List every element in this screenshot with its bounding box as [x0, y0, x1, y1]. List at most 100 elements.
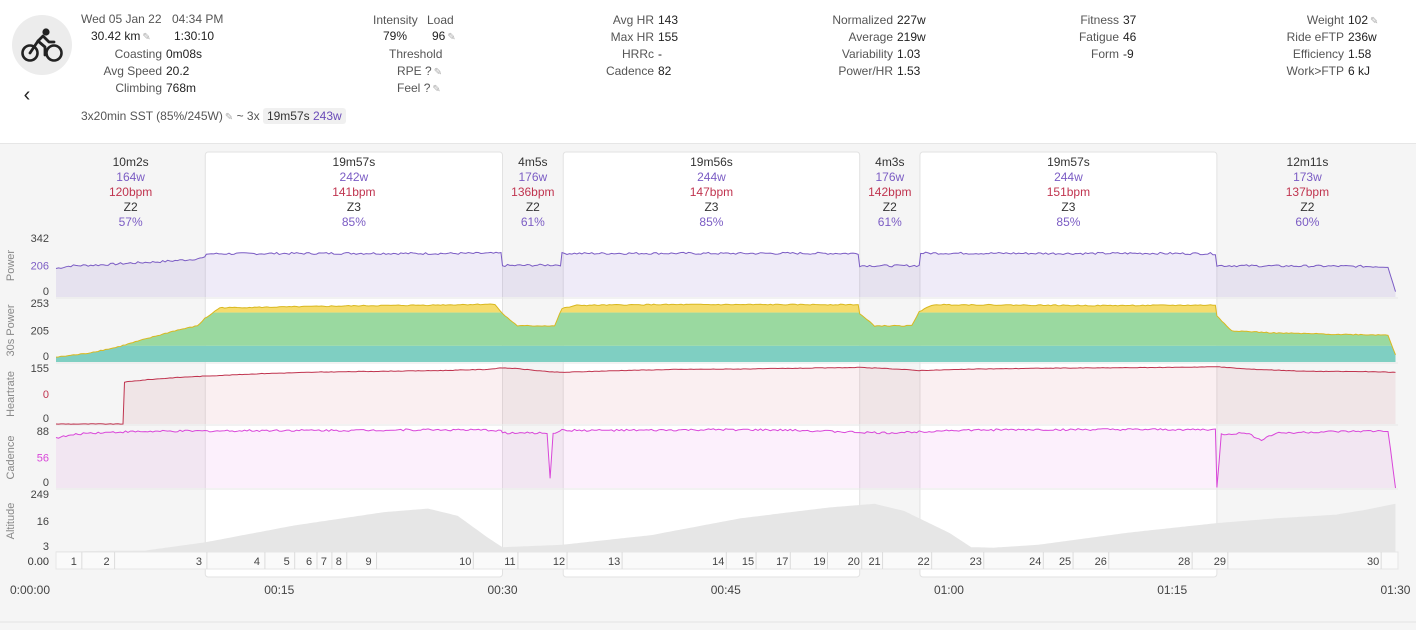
stat-label: Avg Speed — [103, 64, 163, 78]
stat-weight[interactable]: Weight 102 ✎ — [1270, 13, 1379, 27]
lap-row[interactable] — [55, 551, 1399, 570]
stat-value: 1.53 — [897, 64, 921, 78]
lap-label-14[interactable]: 14 — [712, 556, 724, 568]
lap-label-24[interactable]: 24 — [1029, 556, 1041, 568]
interval-5-label-pct: 61% — [878, 215, 902, 229]
stat-work-ftp: Work>FTP 6 kJ — [1270, 64, 1370, 78]
edit-pencil-icon[interactable]: ✎ — [1370, 16, 1379, 27]
stat-value: 102 — [1348, 13, 1369, 27]
interval-5-label-hr: 142bpm — [868, 185, 911, 199]
lap-label-17[interactable]: 17 — [776, 556, 788, 568]
lap-label-26[interactable]: 26 — [1095, 556, 1107, 568]
stat-label: Coasting — [114, 47, 162, 61]
activity-chart[interactable]: 10m2s 164w 120bpm Z2 57% 19m57s 242w 141bpm Z3 85… — [0, 143, 1416, 630]
stat-coasting: Coasting 0m08s — [80, 47, 202, 61]
stat-value: 1.03 — [897, 47, 921, 61]
30s-power-line — [55, 303, 1396, 358]
panel-label-2: Heartrate — [5, 371, 17, 417]
activity-avatar[interactable] — [12, 15, 72, 75]
workout-name: 3x20min SST (85%/245W) — [81, 109, 223, 123]
panel-label-1: 30s Power — [5, 304, 17, 356]
activity-chart-svg[interactable]: 10m2s164w120bpmZ257%19m57s242w141bpmZ385… — [0, 144, 1416, 630]
stat-label: Normalized — [832, 13, 893, 27]
workout-interval-chip[interactable]: 19m57s 243w — [262, 108, 346, 124]
interval-2-label-zone: Z3 — [347, 200, 361, 214]
ride-duration: 1:30:10 — [174, 29, 215, 43]
stat-value: 37 — [1123, 13, 1137, 27]
lap-label-6[interactable]: 6 — [306, 556, 312, 568]
stat-form: Form -9 — [1060, 47, 1134, 61]
interval-6-label-duration: 19m57s — [1047, 155, 1090, 169]
lap-label-9[interactable]: 9 — [365, 556, 371, 568]
lap-label-29[interactable]: 29 — [1214, 556, 1226, 568]
stat-hrrc: HRRc - — [590, 47, 662, 61]
interval-7-label-pct: 60% — [1295, 215, 1319, 229]
intensity-value: 79% — [383, 29, 408, 43]
lap-label-23[interactable]: 23 — [970, 556, 982, 568]
lap-label-5[interactable]: 5 — [284, 556, 290, 568]
lap-label-8[interactable]: 8 — [336, 556, 342, 568]
lap-label-11[interactable]: 11 — [504, 556, 515, 568]
lap-label-25[interactable]: 25 — [1059, 556, 1071, 568]
load-value[interactable]: 96 ✎ — [432, 29, 456, 43]
lap-label-13[interactable]: 13 — [608, 556, 620, 568]
ride-time: 04:34 PM — [172, 12, 224, 26]
panel-tick-1-0: 253 — [31, 298, 49, 310]
load-number: 96 — [432, 29, 446, 43]
panel-tick-2-2: 0 — [43, 413, 49, 425]
edit-pencil-icon[interactable]: ✎ — [447, 32, 456, 43]
interval-6-label-power: 244w — [1054, 170, 1083, 184]
stat-cadence: Cadence 82 — [590, 64, 671, 78]
rpe-field[interactable]: RPE ? ✎ — [397, 64, 442, 78]
lap-label-3[interactable]: 3 — [196, 556, 202, 568]
interval-3-label-power: 176w — [519, 170, 548, 184]
stat-label: Ride eFTP — [1286, 30, 1344, 44]
interval-7-label-duration: 12m11s — [1287, 155, 1329, 169]
edit-pencil-icon[interactable]: ✎ — [224, 112, 234, 123]
lap-label-22[interactable]: 22 — [918, 556, 930, 568]
x-tick-5: 01:15 — [1157, 583, 1187, 597]
lap-label-21[interactable]: 21 — [868, 556, 880, 568]
stat-value: 6 kJ — [1348, 64, 1371, 78]
interval-3-label-zone: Z2 — [526, 200, 540, 214]
interval-1-label-power: 164w — [116, 170, 145, 184]
lap-label-20[interactable]: 20 — [848, 556, 860, 568]
stat-label: Work>FTP — [1286, 64, 1344, 78]
interval-2-label-duration: 19m57s — [333, 155, 376, 169]
lap-label-10[interactable]: 10 — [459, 556, 471, 568]
edit-pencil-icon[interactable]: ✎ — [433, 67, 443, 78]
lap-label-12[interactable]: 12 — [553, 556, 565, 568]
interval-1-label-pct: 57% — [119, 215, 143, 229]
workout-description[interactable]: 3x20min SST (85%/245W) ✎ ~ 3x 19m57s 243w — [81, 108, 346, 124]
lap-label-19[interactable]: 19 — [813, 556, 825, 568]
lap-label-7[interactable]: 7 — [321, 556, 327, 568]
interval-highlight-4[interactable] — [562, 151, 861, 578]
stat-value: 0m08s — [166, 47, 203, 61]
feel-field[interactable]: Feel ? ✎ — [397, 81, 441, 95]
interval-highlight-2[interactable] — [204, 151, 503, 578]
back-button[interactable]: ‹ — [17, 84, 37, 106]
panel-tick-0-1: 206 — [31, 261, 49, 273]
edit-pencil-icon[interactable]: ✎ — [142, 32, 151, 43]
feel-label: Feel — [397, 81, 421, 95]
stat-fatigue: Fatigue 46 — [1060, 30, 1136, 44]
lap-start-label: 0.00 — [28, 556, 49, 568]
interval-highlight-6[interactable] — [919, 151, 1218, 578]
power-area — [56, 252, 1396, 297]
edit-pencil-icon[interactable]: ✎ — [432, 84, 441, 95]
stat-ride-eftp: Ride eFTP 236w — [1270, 30, 1377, 44]
panel-tick-1-2: 0 — [43, 351, 49, 363]
stat-value: - — [658, 47, 662, 61]
interval-1-label-hr: 120bpm — [109, 185, 152, 199]
lap-label-4[interactable]: 4 — [254, 556, 260, 568]
interval-1-label-zone: Z2 — [124, 200, 138, 214]
x-tick-4: 01:00 — [934, 583, 964, 597]
stat-label: HRRc — [622, 47, 654, 61]
ride-distance[interactable]: 30.42 km ✎ — [91, 29, 151, 43]
stat-average: Average 219w — [822, 30, 926, 44]
lap-label-28[interactable]: 28 — [1178, 556, 1190, 568]
lap-label-30[interactable]: 30 — [1367, 556, 1379, 568]
lap-label-15[interactable]: 15 — [742, 556, 754, 568]
lap-label-1[interactable]: 1 — [71, 556, 77, 568]
lap-label-2[interactable]: 2 — [104, 556, 110, 568]
